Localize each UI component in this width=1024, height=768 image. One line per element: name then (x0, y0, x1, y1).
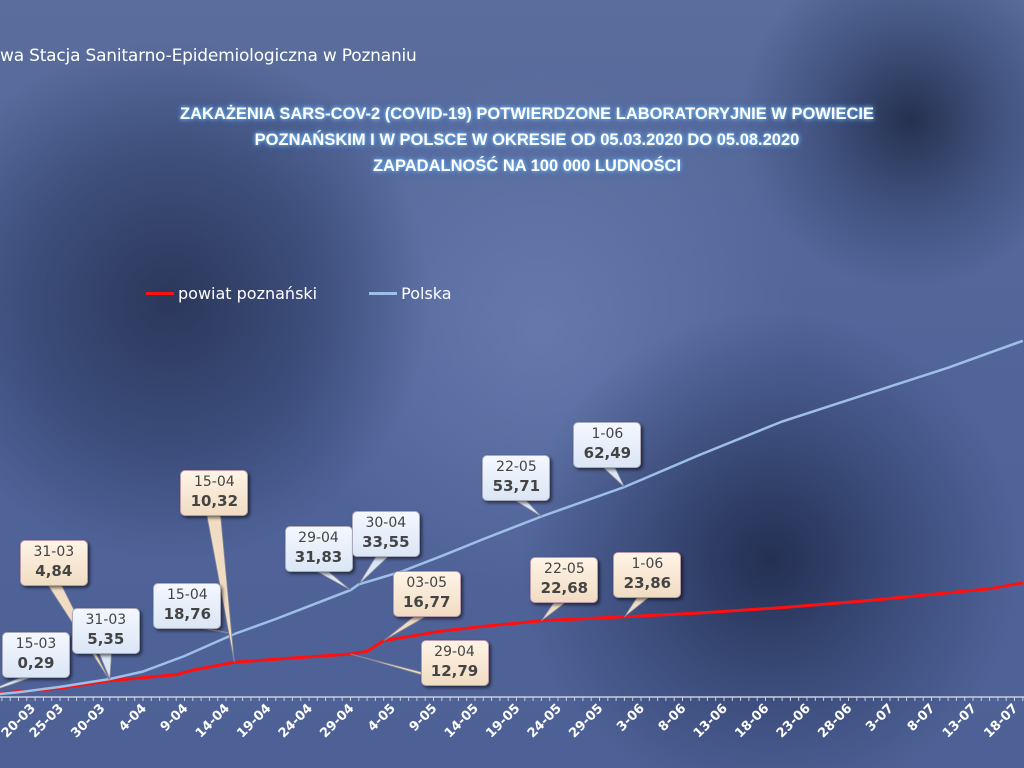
legend: powiat poznański Polska (146, 284, 452, 303)
data-label: 22-05 22,68 (530, 556, 599, 603)
data-label-value: 62,49 (583, 444, 632, 463)
data-label-date: 29-04 (298, 530, 339, 547)
data-label-value: 53,71 (492, 476, 541, 495)
legend-item-polska: Polska (369, 284, 452, 303)
data-label-value: 23,86 (623, 573, 672, 592)
data-label-date: 03-05 (406, 574, 448, 591)
title-line-3: ZAPADALNOŚĆ NA 100 000 LUDNOŚCI (372, 157, 682, 175)
x-tick-label: 9-04 (158, 701, 192, 735)
data-label-date: 15-04 (166, 586, 208, 603)
data-label-date: 31-03 (33, 543, 75, 560)
x-tick-label: 24-05 (525, 701, 565, 741)
data-label-date: 31-03 (85, 612, 127, 629)
data-label-date: 22-05 (496, 458, 537, 475)
data-label: 1-06 23,86 (613, 551, 682, 598)
x-tick-label: 9-05 (407, 701, 441, 735)
chart-title: ZAKAŻENIA SARS-COV-2 (COVID-19) POTWIERD… (30, 101, 1024, 179)
data-label-value: 31,83 (294, 548, 343, 567)
data-label: 30-04 33,55 (351, 511, 420, 558)
data-label-date: 15-04 (193, 474, 235, 491)
data-label-value: 16,77 (402, 592, 451, 611)
data-label-value: 33,55 (362, 533, 410, 552)
legend-label: powiat poznański (178, 284, 318, 303)
series-line-polska (0, 339, 1024, 696)
x-tick-label: 19-04 (234, 701, 274, 741)
data-label: 29-04 31,83 (284, 526, 353, 573)
data-label-date: 15-03 (15, 636, 57, 653)
x-tick-label: 18-06 (732, 701, 772, 741)
x-tick-label: 18-07 (981, 701, 1021, 741)
data-label: 15-04 10,32 (180, 470, 249, 517)
legend-label: Polska (401, 284, 452, 303)
title-line-1: ZAKAŻENIA SARS-COV-2 (COVID-19) POTWIERD… (180, 105, 874, 123)
data-label-date: 1-06 (591, 426, 624, 443)
data-label: 22-05 53,71 (482, 454, 551, 501)
data-label: 31-03 5,35 (71, 608, 140, 655)
legend-swatch-blue (369, 292, 398, 295)
x-tick-label: 23-06 (774, 701, 814, 741)
organization-name: wa Stacja Sanitarno-Epidemiologiczna w P… (0, 46, 417, 66)
data-label-value: 12,79 (430, 662, 479, 681)
x-tick-label: 29-04 (317, 701, 357, 741)
data-label: 29-04 12,79 (420, 640, 489, 687)
data-label: 31-03 4,84 (19, 539, 88, 586)
x-tick-label: 14-04 (193, 701, 233, 741)
data-label-value: 22,68 (540, 578, 589, 597)
data-label: 1-06 62,49 (573, 422, 642, 469)
x-tick-label: 14-05 (442, 701, 482, 741)
x-tick-label: 24-04 (276, 701, 316, 741)
data-label-date: 30-04 (365, 515, 407, 532)
legend-item-powiat: powiat poznański (146, 284, 317, 303)
x-tick-label: 3-07 (863, 701, 897, 735)
x-tick-label: 13-06 (691, 701, 731, 741)
data-label: 15-03 0,29 (2, 632, 70, 679)
data-label-value: 0,29 (17, 654, 55, 673)
data-label: 03-05 16,77 (392, 570, 461, 617)
x-tick-label: 30-03 (68, 701, 108, 741)
data-label-value: 18,76 (163, 604, 212, 623)
data-label-value: 5,35 (87, 630, 125, 649)
data-label-date: 22-05 (544, 560, 585, 577)
data-label-value: 4,84 (35, 561, 73, 580)
title-line-2: POZNAŃSKIM I W POLSCE W OKRESIE OD 05.03… (254, 131, 800, 149)
x-tick-label: 8-06 (656, 701, 690, 735)
x-tick-label: 29-05 (566, 701, 606, 741)
x-tick-label: 13-07 (940, 701, 980, 741)
data-label-value: 10,32 (190, 492, 239, 511)
x-tick-label: 19-05 (483, 701, 523, 741)
x-tick-label: 28-06 (815, 701, 855, 741)
legend-swatch-red (146, 292, 174, 295)
data-label: 15-04 18,76 (153, 582, 222, 629)
data-label-date: 29-04 (434, 644, 475, 661)
data-label-date: 1-06 (631, 555, 664, 572)
x-tick-label: 4-04 (116, 701, 150, 735)
x-tick-label: 3-06 (614, 701, 648, 735)
x-tick-label: 8-07 (905, 701, 939, 735)
x-tick-label: 4-05 (365, 701, 399, 735)
